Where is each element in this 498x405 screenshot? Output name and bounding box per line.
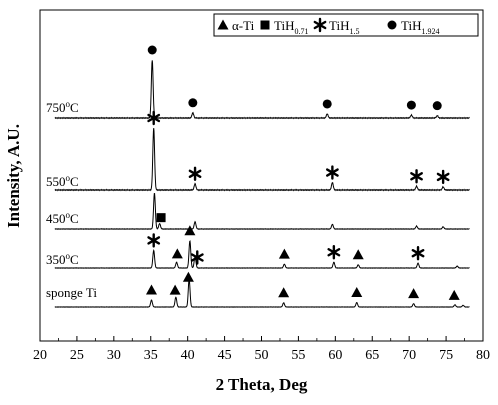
x-tick-label-55: 55 (291, 348, 305, 363)
marker-sponge-ti-triangle-5 (408, 288, 420, 299)
marker-350-c-triangle-1 (171, 248, 183, 259)
x-tick-label-75: 75 (439, 348, 453, 363)
series-labels: 750oC 550oC 450oC 350oC sponge Ti (46, 99, 97, 300)
x-tick-label-70: 70 (402, 348, 416, 363)
marker-750-c-circle-3 (406, 100, 416, 110)
series-label-450-c: 450oC (46, 210, 79, 226)
legend-symbol-triangle (217, 19, 229, 30)
marker-350-c-asterisk-0 (147, 233, 161, 248)
x-tick-label-65: 65 (365, 348, 379, 363)
series-label-550-c: 550oC (46, 173, 79, 189)
trace-350-c (54, 240, 470, 269)
legend-label-tih0-71: TiH0.71 (274, 18, 308, 36)
marker-550-c-asterisk-2 (325, 165, 339, 180)
trace-450-c (54, 193, 470, 231)
x-tick-label-50: 50 (255, 348, 269, 363)
legend: α-Ti TiH0.71 TiH1.5 TiH1.924 (213, 13, 479, 37)
marker-350-c-triangle-4 (278, 248, 290, 259)
x-tick-label-20: 20 (33, 348, 47, 363)
marker-450-c-square-0 (156, 213, 166, 223)
marker-sponge-ti-triangle-3 (278, 287, 290, 298)
legend-label-ti: α-Ti (232, 18, 255, 33)
trace-750-c (54, 60, 470, 120)
marker-sponge-ti-triangle-2 (182, 271, 194, 282)
marker-750-c-circle-1 (188, 98, 198, 108)
x-tick-label-45: 45 (218, 348, 232, 363)
marker-350-c-asterisk-7 (411, 245, 425, 261)
legend-label-tih1-924: TiH1.924 (401, 18, 439, 36)
x-tick-label-25: 25 (70, 348, 84, 363)
legend-symbol-square (260, 20, 270, 30)
series-label-750-c: 750oC (46, 99, 79, 115)
y-axis-label: Intensity, A.U. (4, 124, 23, 228)
marker-750-c-circle-4 (432, 101, 442, 111)
x-tick-label-35: 35 (144, 348, 158, 363)
marker-sponge-ti-triangle-6 (448, 289, 460, 300)
x-axis-label: 2 Theta, Deg (216, 375, 308, 394)
series-label-sponge-ti: sponge Ti (46, 285, 97, 300)
marker-350-c-triangle-6 (352, 249, 364, 260)
phase-markers (145, 45, 460, 300)
marker-sponge-ti-triangle-1 (169, 284, 181, 295)
marker-350-c-asterisk-3 (190, 250, 204, 265)
x-tick-label-40: 40 (181, 348, 195, 363)
legend-box (213, 13, 479, 37)
trace-sponge-ti (54, 278, 470, 308)
marker-550-c-asterisk-3 (410, 169, 423, 184)
marker-750-c-circle-2 (322, 99, 332, 109)
legend-label-tih1-5: TiH1.5 (329, 18, 359, 36)
diffraction-traces (54, 60, 470, 308)
trace-550-c (54, 128, 470, 192)
x-tick-label-30: 30 (107, 348, 121, 363)
marker-sponge-ti-triangle-4 (351, 287, 363, 298)
marker-550-c-asterisk-4 (436, 169, 450, 185)
marker-350-c-asterisk-5 (327, 245, 341, 260)
marker-750-c-circle-0 (147, 45, 157, 55)
x-tick-label-60: 60 (328, 348, 342, 363)
x-tick-label-80: 80 (476, 348, 490, 363)
series-label-350-c: 350oC (46, 251, 79, 267)
x-axis-ticks: 20 25 30 35 40 45 50 55 60 65 70 75 80 (33, 336, 490, 363)
marker-550-c-asterisk-0 (147, 110, 161, 126)
marker-sponge-ti-triangle-0 (145, 284, 157, 295)
legend-symbol-circle (387, 20, 397, 30)
marker-550-c-asterisk-1 (188, 166, 202, 182)
legend-symbol-asterisk (313, 17, 327, 33)
marker-350-c-triangle-2 (184, 225, 196, 236)
